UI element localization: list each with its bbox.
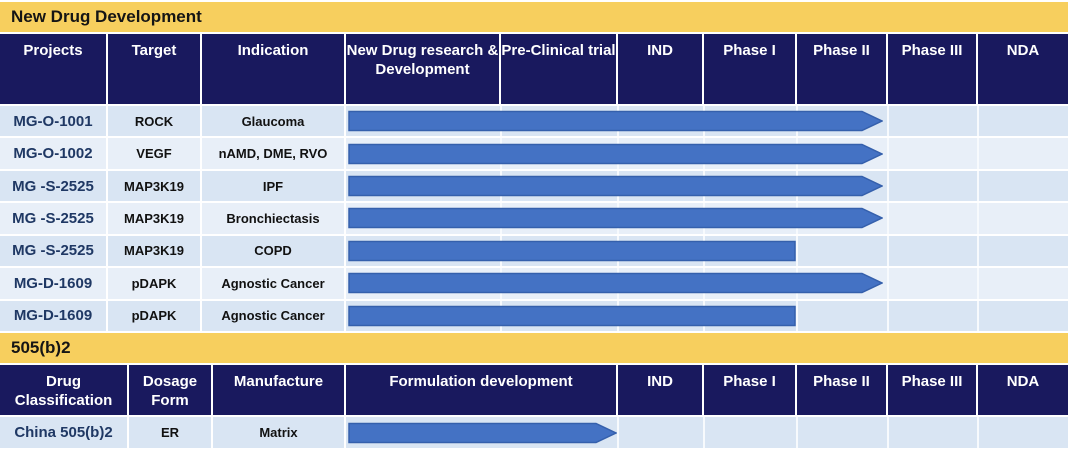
table-row: China 505(b)2 ER Matrix: [0, 417, 1068, 448]
section-title-505b2: 505(b)2: [0, 333, 1068, 363]
table-row: MG -S-2525 MAP3K19 IPF: [0, 170, 1068, 202]
column-header-ind: IND: [618, 34, 702, 104]
column-header-phase3: Phase III: [888, 34, 976, 104]
column-header-phase3: Phase III: [888, 365, 976, 415]
indication-cell: Agnostic Cancer: [202, 268, 344, 299]
column-header-phase2: Phase II: [797, 365, 886, 415]
indication-cell: nAMD, DME, RVO: [202, 138, 344, 169]
pipeline-progress-arrow: [348, 305, 796, 326]
target-cell: VEGF: [108, 138, 200, 169]
column-header-preclinical: Pre-Clinical trial: [501, 34, 616, 104]
target-cell: MAP3K19: [108, 170, 200, 202]
manufacture-cell: Matrix: [213, 417, 344, 448]
column-header-phase1: Phase I: [704, 34, 795, 104]
stage-timeline: [346, 106, 1068, 137]
stage-timeline: [346, 417, 1068, 448]
column-header-target: Target: [108, 34, 200, 104]
table-row: MG-O-1002 VEGF nAMD, DME, RVO: [0, 138, 1068, 169]
target-cell: MAP3K19: [108, 203, 200, 234]
table1-body: MG-O-1001 ROCK Glaucoma MG-O-1002 VEGF n…: [0, 106, 1068, 331]
pipeline-progress-arrow: [348, 175, 883, 197]
indication-cell: IPF: [202, 170, 344, 202]
dosage-form-cell: ER: [129, 417, 211, 448]
table-row: MG -S-2525 MAP3K19 COPD: [0, 235, 1068, 267]
table1-header-row: Projects Target Indication New Drug rese…: [0, 34, 1068, 104]
table-row: MG -S-2525 MAP3K19 Bronchiectasis: [0, 203, 1068, 234]
pipeline-progress-arrow: [348, 273, 883, 294]
pipeline-progress-arrow: [348, 240, 796, 262]
pipeline-progress-arrow: [348, 110, 883, 132]
column-header-ind: IND: [618, 365, 702, 415]
stage-timeline: [346, 203, 1068, 234]
column-header-drug-classification: Drug Classification: [0, 365, 127, 415]
pipeline-progress-arrow: [348, 143, 883, 164]
column-header-phase1: Phase I: [704, 365, 795, 415]
column-header-phase2: Phase II: [797, 34, 886, 104]
project-cell: MG -S-2525: [0, 235, 106, 267]
project-cell: MG -S-2525: [0, 170, 106, 202]
section2-title-text: 505(b)2: [11, 338, 71, 357]
indication-cell: Bronchiectasis: [202, 203, 344, 234]
indication-cell: Agnostic Cancer: [202, 300, 344, 331]
column-header-nda: NDA: [978, 34, 1068, 104]
column-header-new-drug-rd: New Drug research & Development: [346, 34, 499, 104]
table2-body: China 505(b)2 ER Matrix: [0, 417, 1068, 448]
column-header-indication: Indication: [202, 34, 344, 104]
column-header-formulation-development: Formulation development: [346, 365, 616, 415]
project-cell: MG -S-2525: [0, 203, 106, 234]
target-cell: pDAPK: [108, 300, 200, 331]
column-header-dosage-form: Dosage Form: [129, 365, 211, 415]
target-cell: MAP3K19: [108, 235, 200, 267]
target-cell: pDAPK: [108, 268, 200, 299]
project-cell: MG-D-1609: [0, 268, 106, 299]
classification-cell: China 505(b)2: [0, 417, 127, 448]
section1-title-text: New Drug Development: [11, 7, 202, 26]
indication-cell: Glaucoma: [202, 106, 344, 137]
table-row: MG-D-1609 pDAPK Agnostic Cancer: [0, 268, 1068, 299]
pipeline-progress-arrow: [348, 422, 617, 443]
stage-timeline: [346, 235, 1068, 267]
stage-timeline: [346, 268, 1068, 299]
target-cell: ROCK: [108, 106, 200, 137]
column-header-manufacture: Manufacture: [213, 365, 344, 415]
stage-timeline: [346, 300, 1068, 331]
indication-cell: COPD: [202, 235, 344, 267]
project-cell: MG-O-1002: [0, 138, 106, 169]
project-cell: MG-O-1001: [0, 106, 106, 137]
stage-timeline: [346, 138, 1068, 169]
column-header-nda: NDA: [978, 365, 1068, 415]
pipeline-progress-arrow: [348, 208, 883, 229]
table2-header-row: Drug Classification Dosage Form Manufact…: [0, 365, 1068, 415]
section-title-new-drug-development: New Drug Development: [0, 2, 1068, 32]
stage-timeline: [346, 170, 1068, 202]
table-row: MG-D-1609 pDAPK Agnostic Cancer: [0, 300, 1068, 331]
column-header-projects: Projects: [0, 34, 106, 104]
project-cell: MG-D-1609: [0, 300, 106, 331]
table-row: MG-O-1001 ROCK Glaucoma: [0, 106, 1068, 137]
